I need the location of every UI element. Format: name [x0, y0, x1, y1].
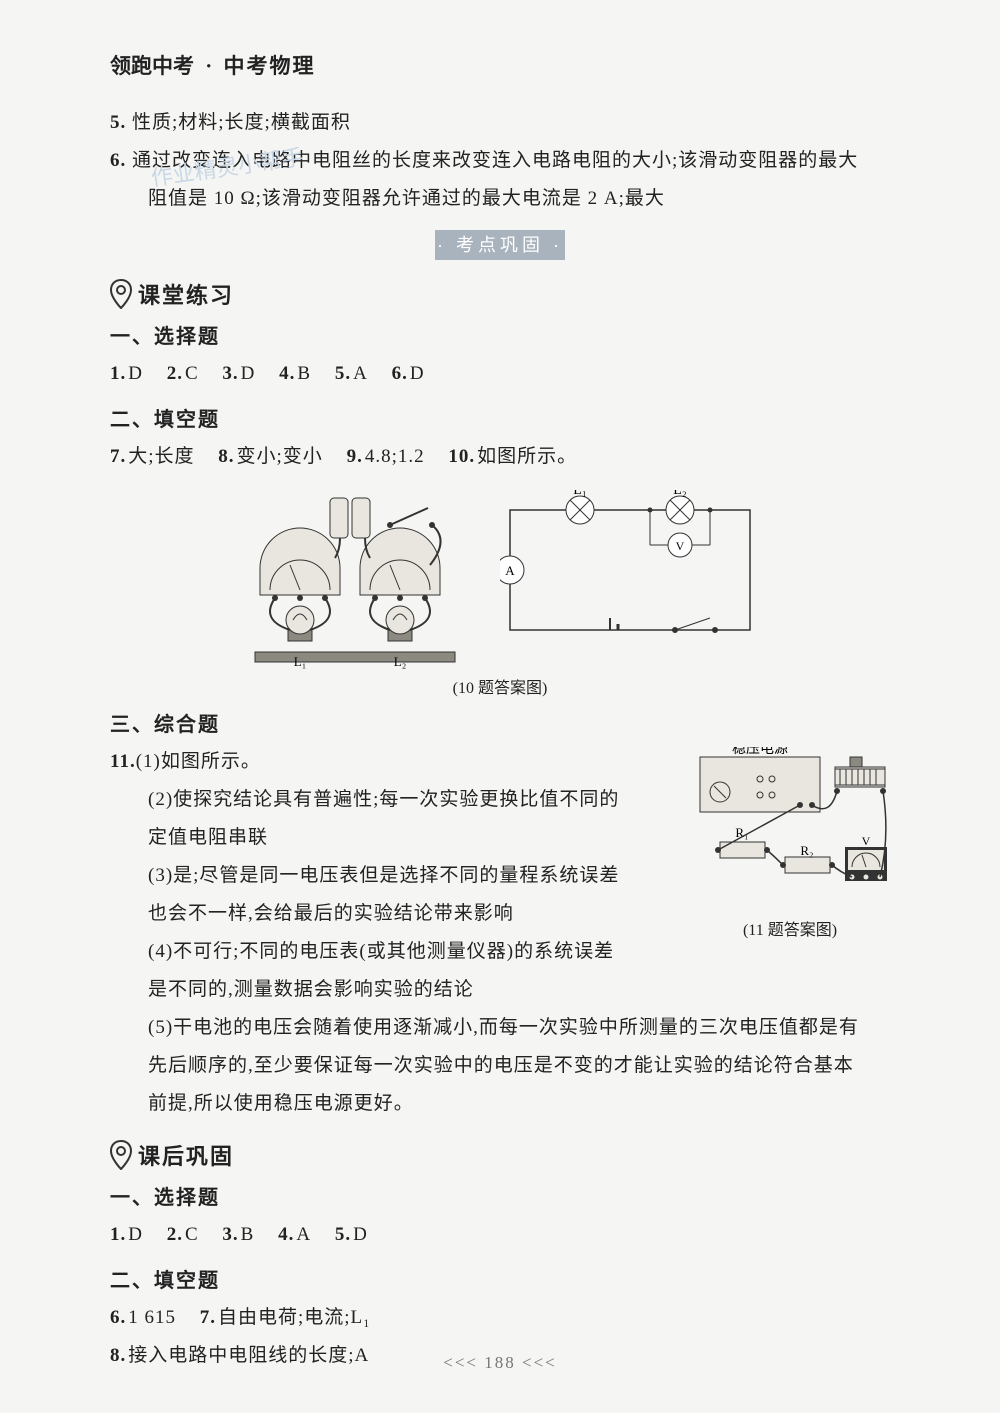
classroom-comp-heading: 三、综合题 — [110, 708, 890, 737]
page-header: 领跑中考 · 中考物理 — [110, 50, 890, 80]
section-afterclass-title: 课后巩固 — [138, 1139, 234, 1171]
figure-10-left: L₁ L₂ — [240, 490, 470, 670]
f-ans-7n: 7. — [110, 446, 126, 467]
q11-p5b: 先后顺序的,至少要保证每一次实验中的电压是不变的才能让实验的结论符合基本 — [110, 1047, 890, 1085]
fig10-left-L2: L₂ — [394, 654, 406, 669]
figure-11: 稳压电源 R₁ R₂ V — [690, 747, 890, 948]
ac-ans-4n: 4. — [278, 1224, 294, 1245]
f-ans-9t: 4.8;1.2 — [365, 446, 425, 467]
answer-6-line2: 阻值是 10 Ω;该滑动变阻器允许通过的最大电流是 2 A;最大 — [110, 180, 890, 218]
ac-f7t: 自由电荷;电流;L₁ — [218, 1307, 371, 1328]
q11-block: 11.(1)如图所示。 (2)使探究结论具有普遍性;每一次实验更换比值不同的 定… — [110, 743, 890, 1123]
header-main: 领跑中考 — [110, 54, 194, 78]
ac-ans-2n: 2. — [167, 1224, 183, 1245]
q11-p3a: (3)是;尽管是同一电压表但是选择不同的量程系统误差 — [110, 857, 630, 895]
ac-ans-4a: A — [296, 1224, 311, 1245]
afterclass-fill-67: 6.1 615 7.自由电荷;电流;L₁ — [110, 1299, 890, 1337]
afterclass-choice-heading: 一、选择题 — [110, 1181, 890, 1210]
c-ans-3a: D — [241, 363, 256, 384]
fig11-title: 稳压电源 — [732, 747, 788, 757]
q11-p1: (1)如图所示。 — [136, 751, 261, 772]
ac-ans-3n: 3. — [222, 1224, 238, 1245]
figure-11-caption: (11 题答案图) — [690, 916, 890, 940]
fig10-right-L2: L₂ — [673, 490, 687, 498]
pin-icon — [110, 1140, 132, 1170]
section-classroom: 课堂练习 — [110, 278, 890, 310]
f-ans-9n: 9. — [347, 446, 363, 467]
fig10-right-L1: L₁ — [573, 490, 586, 498]
section-afterclass: 课后巩固 — [110, 1139, 890, 1171]
ac-ans-1a: D — [128, 1224, 143, 1245]
answer-5-text: 性质;材料;长度;横截面积 — [132, 112, 351, 133]
f-ans-10n: 10. — [448, 446, 475, 467]
q11-p2b: 定值电阻串联 — [110, 819, 630, 857]
figure-10-right: L₁ L₂ A V — [500, 490, 760, 650]
q11-p4a: (4)不可行;不同的电压表(或其他测量仪器)的系统误差 — [110, 933, 630, 971]
page-footer: <<< 188 <<< — [0, 1353, 1000, 1373]
ac-ans-5n: 5. — [335, 1224, 351, 1245]
classroom-fill-answers: 7.大;长度 8.变小;变小 9.4.8;1.2 10.如图所示。 — [110, 438, 890, 476]
fig11-V: V — [862, 834, 871, 848]
q11-p5a: (5)干电池的电压会随着使用逐渐减小,而每一次实验中所测量的三次电压值都是有 — [110, 1009, 890, 1047]
c-ans-4a: B — [297, 363, 311, 384]
fig10-right-A: A — [505, 563, 515, 578]
c-ans-5n: 5. — [335, 363, 351, 384]
classroom-choice-heading: 一、选择题 — [110, 320, 890, 349]
f-ans-8n: 8. — [218, 446, 234, 467]
fig10-right-V: V — [676, 539, 685, 553]
f-ans-10t: 如图所示。 — [477, 446, 577, 467]
q11-p3b: 也会不一样,会给最后的实验结论带来影响 — [110, 895, 630, 933]
pin-icon — [110, 279, 132, 309]
c-ans-5a: A — [353, 363, 368, 384]
q11-num: 11. — [110, 751, 136, 772]
c-ans-4n: 4. — [279, 363, 295, 384]
q11-p4b: 是不同的,测量数据会影响实验的结论 — [110, 971, 630, 1009]
answer-6-text1: 通过改变连入电路中电阻丝的长度来改变连入电路电阻的大小;该滑动变阻器的最大 — [132, 150, 858, 171]
fig11-R2: R₂ — [800, 843, 813, 858]
classroom-fill-heading: 二、填空题 — [110, 403, 890, 432]
c-ans-2n: 2. — [167, 363, 183, 384]
f-ans-7t: 大;长度 — [128, 446, 194, 467]
ac-ans-5a: D — [353, 1224, 368, 1245]
figure-10-caption: (10 题答案图) — [110, 674, 890, 698]
answer-6-line1: 6. 通过改变连入电路中电阻丝的长度来改变连入电路电阻的大小;该滑动变阻器的最大 — [110, 142, 890, 180]
c-ans-1a: D — [128, 363, 143, 384]
c-ans-3n: 3. — [222, 363, 238, 384]
answer-6-num: 6. — [110, 150, 126, 171]
c-ans-1n: 1. — [110, 363, 126, 384]
afterclass-choice-answers: 1.D 2.C 3.B 4.A 5.D — [110, 1216, 890, 1254]
c-ans-6a: D — [410, 363, 425, 384]
ac-ans-3a: B — [241, 1224, 255, 1245]
answer-5-num: 5. — [110, 112, 126, 133]
fig10-left-L1: L₁ — [294, 654, 306, 669]
ac-f7n: 7. — [200, 1307, 216, 1328]
ac-f6t: 1 615 — [128, 1307, 176, 1328]
header-dot: · — [205, 54, 212, 78]
ac-f6n: 6. — [110, 1307, 126, 1328]
section-classroom-title: 课堂练习 — [138, 278, 234, 310]
q11-p5c: 前提,所以使用稳压电源更好。 — [110, 1085, 890, 1123]
figure-row-10: L₁ L₂ L₁ L₂ A V — [110, 490, 890, 670]
ac-ans-1n: 1. — [110, 1224, 126, 1245]
header-sub: 中考物理 — [224, 54, 316, 78]
afterclass-fill-heading: 二、填空题 — [110, 1264, 890, 1293]
f-ans-8t: 变小;变小 — [237, 446, 323, 467]
fig11-R1: R₁ — [735, 825, 748, 840]
section-banner: · 考点巩固 · — [435, 230, 565, 260]
answer-5: 5. 性质;材料;长度;横截面积 — [110, 104, 890, 142]
c-ans-6n: 6. — [392, 363, 408, 384]
ac-ans-2a: C — [185, 1224, 199, 1245]
c-ans-2a: C — [185, 363, 199, 384]
classroom-choice-answers: 1.D 2.C 3.D 4.B 5.A 6.D — [110, 355, 890, 393]
q11-p2a: (2)使探究结论具有普遍性;每一次实验更换比值不同的 — [110, 781, 630, 819]
